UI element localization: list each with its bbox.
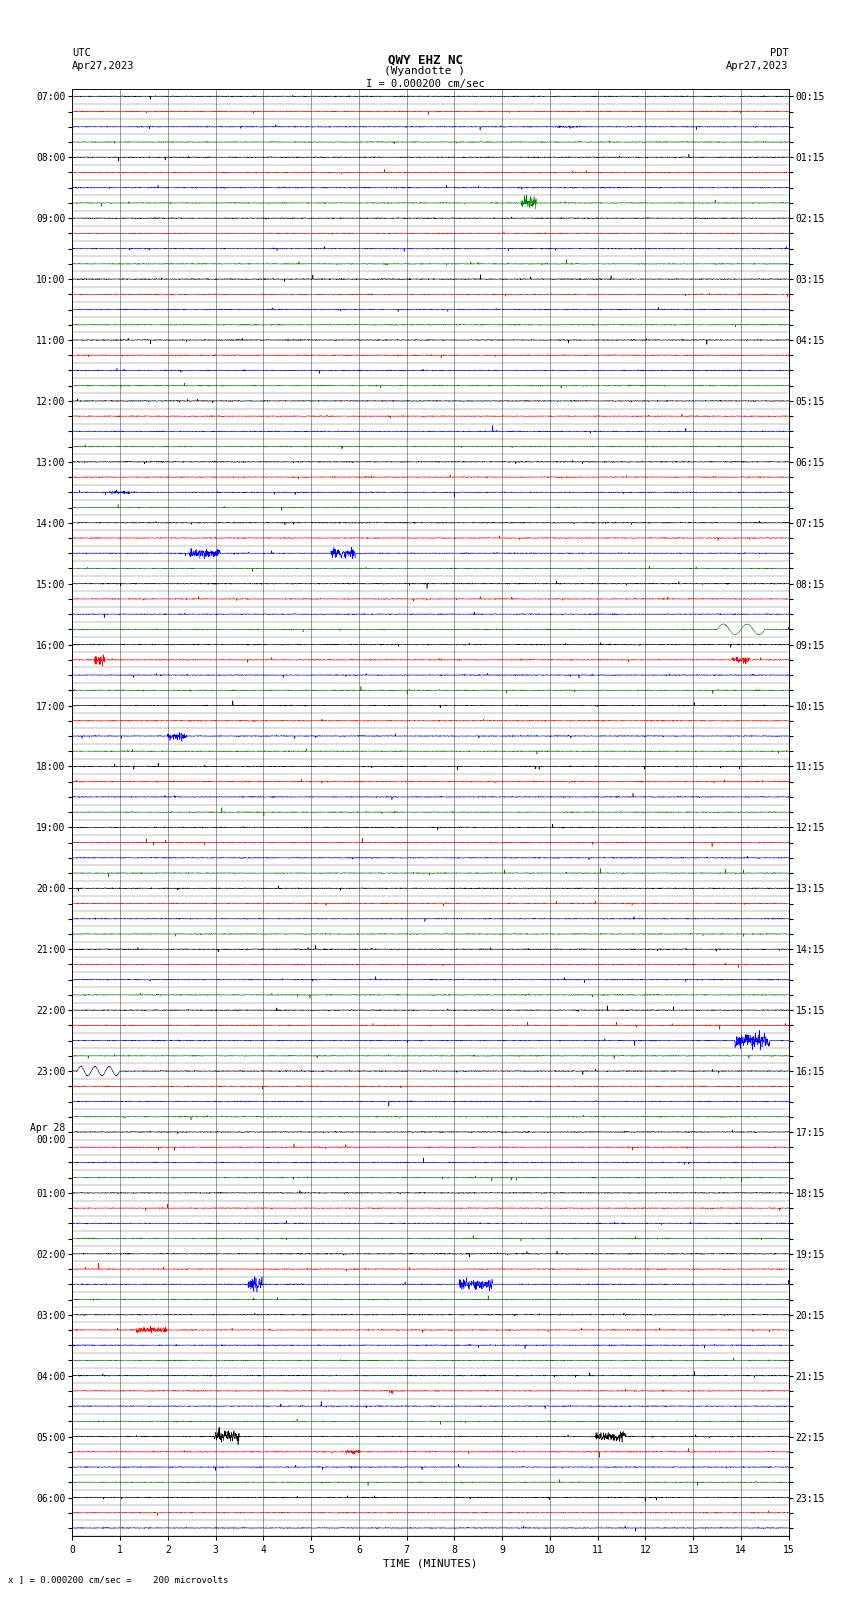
Text: PDT: PDT <box>770 48 789 58</box>
X-axis label: TIME (MINUTES): TIME (MINUTES) <box>383 1558 478 1569</box>
Text: I = 0.000200 cm/sec: I = 0.000200 cm/sec <box>366 79 484 89</box>
Text: UTC: UTC <box>72 48 91 58</box>
Text: Apr27,2023: Apr27,2023 <box>72 61 135 71</box>
Text: QWY EHZ NC: QWY EHZ NC <box>388 53 462 66</box>
Text: x ] = 0.000200 cm/sec =    200 microvolts: x ] = 0.000200 cm/sec = 200 microvolts <box>8 1574 229 1584</box>
Text: Apr27,2023: Apr27,2023 <box>726 61 789 71</box>
Text: (Wyandotte ): (Wyandotte ) <box>384 66 466 76</box>
